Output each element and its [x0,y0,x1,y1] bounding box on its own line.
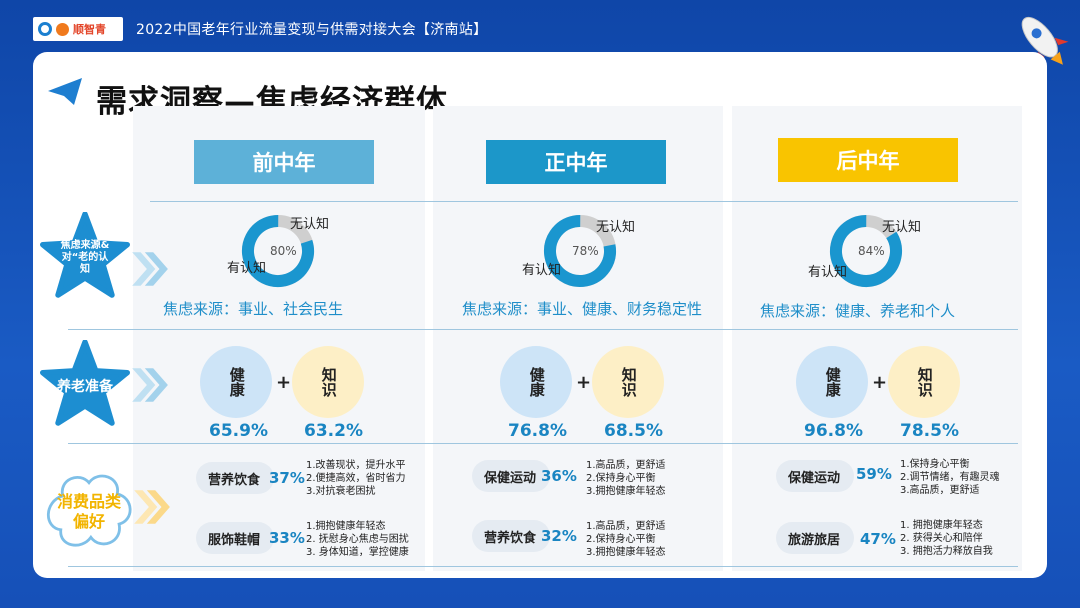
unaware-label: 无认知 [882,216,921,235]
knowledge-circle: 知识 [292,346,364,418]
logo-ring-icon [38,22,52,36]
pref-percent: 32% [541,527,577,545]
pref-percent: 33% [269,529,305,547]
plus-sign: + [276,372,291,393]
pref-pill: 保健运动 [472,460,550,492]
knowledge-percent: 68.5% [604,421,663,441]
health-circle: 健康 [200,346,272,418]
health-percent: 96.8% [804,421,863,441]
donut-center-label: 80% [270,244,297,258]
unaware-label: 无认知 [290,213,329,232]
health-percent: 76.8% [508,421,567,441]
pref-pill: 营养饮食 [196,462,274,494]
row-label-1: 焦虑来源&对“老的认知 [60,240,110,276]
pref-notes: 1.高品质，更舒适 2.保持身心平衡 3.拥抱健康年轻态 [586,459,666,498]
divider [68,329,1018,330]
pref-pill: 保健运动 [776,460,854,492]
knowledge-percent: 63.2% [304,421,363,441]
plus-sign: + [872,372,887,393]
paper-plane-icon [47,77,83,107]
column-header-1: 前中年 [194,140,374,184]
health-circle: 健康 [500,346,572,418]
plus-sign: + [576,372,591,393]
column-header-2: 正中年 [486,140,666,184]
chevron-right-icon [130,486,172,528]
pref-percent: 37% [269,469,305,487]
health-percent: 65.9% [209,421,268,441]
logo-dot-icon [56,23,69,36]
aware-label: 有认知 [227,257,266,276]
pref-notes: 1.改善现状，提升水平 2.便捷高效，省时省力 3.对抗衰老困扰 [306,459,406,498]
unaware-label: 无认知 [596,216,635,235]
chevron-right-icon [128,364,170,406]
anxiety-source: 焦虑来源：事业、健康、财务稳定性 [462,298,702,319]
anxiety-source: 焦虑来源：事业、社会民生 [163,298,343,319]
pref-percent: 59% [856,465,892,483]
pref-pill: 旅游旅居 [776,522,854,554]
pref-pill: 服饰鞋帽 [196,522,274,554]
pref-notes: 1.保持身心平衡 2.调节情绪，有趣灵魂 3.高品质，更舒适 [900,458,1000,497]
pref-percent: 47% [860,530,896,548]
pref-notes: 1.高品质，更舒适 2.保持身心平衡 3.拥抱健康年轻态 [586,520,666,559]
column-header-3: 后中年 [778,138,958,182]
pref-pill: 营养饮食 [472,520,550,552]
knowledge-circle: 知识 [592,346,664,418]
donut-center-label: 78% [572,244,599,258]
row-label-3: 消费品类偏好 [54,492,124,532]
anxiety-source: 焦虑来源：健康、养老和个人 [760,300,955,321]
divider [68,566,1018,567]
donut-center-label: 84% [858,244,885,258]
knowledge-circle: 知识 [888,346,960,418]
event-title: 2022中国老年行业流量变现与供需对接大会【济南站】 [136,19,487,39]
row-label-2: 养老准备 [55,376,115,396]
health-circle: 健康 [796,346,868,418]
brand-logo: 顺智青 [33,17,123,41]
pref-percent: 36% [541,467,577,485]
logo-text: 顺智青 [73,21,106,37]
chevron-right-icon [128,248,170,290]
aware-label: 有认知 [522,259,561,278]
aware-label: 有认知 [808,261,847,280]
top-bar: 顺智青 2022中国老年行业流量变现与供需对接大会【济南站】 [0,0,1080,52]
pref-notes: 1. 拥抱健康年轻态 2. 获得关心和陪伴 3. 拥抱活力释放自我 [900,519,993,558]
divider [150,201,1018,202]
knowledge-percent: 78.5% [900,421,959,441]
divider [68,443,1018,444]
pref-notes: 1.拥抱健康年轻态 2. 抚慰身心焦虑与困扰 3. 身体知道，掌控健康 [306,520,409,559]
